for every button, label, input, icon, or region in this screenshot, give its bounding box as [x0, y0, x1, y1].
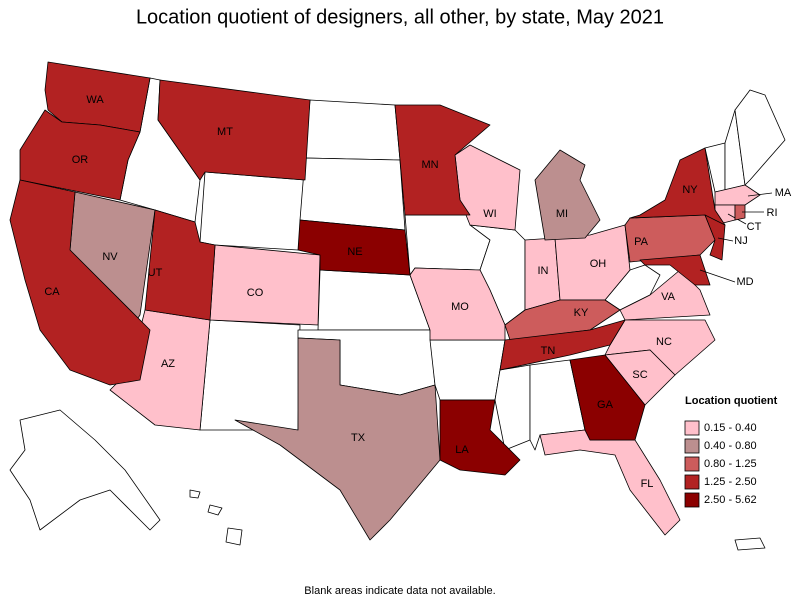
state: [9, 179, 151, 386]
state-blank: [207, 504, 223, 516]
state-label: AZ: [161, 358, 175, 370]
state-label: NE: [347, 246, 362, 258]
legend-label: 1.25 - 2.50: [704, 476, 757, 488]
state-label: VA: [661, 291, 676, 303]
state-label: IN: [538, 265, 549, 277]
leader-line: [717, 237, 734, 242]
legend-title: Location quotient: [685, 395, 778, 407]
state-label: SC: [632, 369, 647, 381]
state: [629, 147, 726, 226]
legend-label: 2.50 - 5.62: [704, 494, 757, 506]
state-label: TN: [541, 345, 556, 357]
state: [734, 204, 746, 221]
state-label: GA: [597, 399, 614, 411]
state-label: WI: [483, 208, 496, 220]
states: AZ CO WI IN OH MO VA NC SC FL MA CT NV MI TX KY PA RI WA OR…: [9, 61, 792, 541]
legend-swatch: [684, 474, 700, 490]
state: [157, 79, 311, 181]
state-label: OR: [72, 154, 89, 166]
state-blank: [734, 537, 766, 551]
state-blank: [225, 527, 243, 546]
state-label: RI: [767, 207, 778, 219]
state-label: FL: [641, 478, 654, 490]
state-blank: [189, 489, 201, 499]
state-label: LA: [455, 444, 469, 456]
state-label: NC: [656, 336, 672, 348]
state-label: MI: [556, 208, 568, 220]
legend: 0.15 - 0.40 0.40 - 0.80 0.80 - 1.25 1.25 - …: [684, 420, 757, 508]
state-label: MA: [775, 187, 792, 199]
state: [394, 104, 491, 216]
legend-swatch: [684, 420, 700, 436]
state-label: OH: [590, 258, 607, 270]
state: [499, 319, 626, 371]
state-label: UT: [148, 267, 163, 279]
state-label: PA: [634, 236, 649, 248]
state: [144, 209, 216, 321]
state-label: WA: [86, 94, 104, 106]
state: [209, 244, 321, 326]
state-label: NJ: [734, 235, 747, 247]
leader-line: [699, 269, 736, 283]
state-label: MD: [736, 276, 753, 288]
state-label: TX: [351, 432, 366, 444]
state: [439, 399, 521, 476]
state-label: CA: [44, 286, 60, 298]
state-label: NV: [102, 251, 118, 263]
state-label: NY: [682, 184, 698, 196]
state-label: CO: [247, 287, 264, 299]
blank-states: [9, 77, 786, 551]
leader-line: [747, 192, 773, 197]
state-label: KY: [574, 307, 589, 319]
legend-swatch: [684, 492, 700, 508]
legend-label: 0.15 - 0.40: [704, 422, 757, 434]
footnote: Blank areas indicate data not available.: [304, 585, 495, 597]
legend-label: 0.80 - 1.25: [704, 458, 757, 470]
state-label: MT: [217, 126, 233, 138]
state: [234, 337, 441, 541]
state-label: MN: [421, 159, 438, 171]
state-blank: [304, 99, 401, 161]
state-blank: [494, 364, 531, 451]
state-label: CT: [747, 221, 762, 233]
state: [714, 184, 761, 206]
state-blank: [199, 319, 301, 431]
state: [19, 109, 141, 201]
state: [569, 354, 646, 441]
state: [704, 214, 726, 261]
state: [539, 429, 681, 536]
state-label: MO: [451, 301, 469, 313]
state-blank: [429, 339, 506, 401]
legend-swatch: [684, 456, 700, 472]
state: [639, 254, 711, 286]
legend-swatch: [684, 438, 700, 454]
legend-label: 0.40 - 0.80: [704, 440, 757, 452]
state: [297, 219, 411, 276]
state-blank: [9, 409, 161, 531]
map-title: Location quotient of designers, all othe…: [136, 6, 664, 28]
state-blank: [199, 171, 306, 251]
state: [534, 149, 601, 241]
state-blank: [299, 157, 406, 231]
